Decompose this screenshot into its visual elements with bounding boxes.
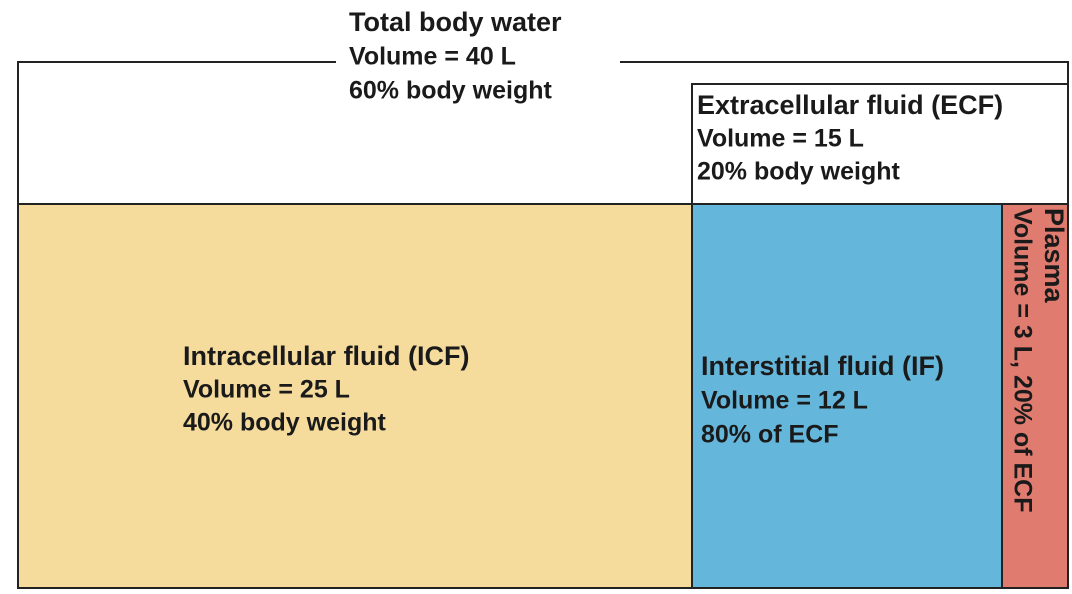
- icf-title: Intracellular fluid (ICF): [183, 341, 470, 371]
- total-volume: Volume = 40 L: [349, 43, 516, 71]
- icf-box: [17, 203, 693, 589]
- plasma-title: Plasma: [1039, 208, 1069, 304]
- icf-volume: Volume = 25 L: [183, 376, 350, 404]
- icf-percent: 40% body weight: [183, 409, 386, 437]
- plasma-detail: Volume = 3 L, 20% of ECF: [1008, 208, 1036, 512]
- total-percent: 60% body weight: [349, 77, 552, 105]
- plasma-box: [1001, 203, 1069, 589]
- if-percent: 80% of ECF: [701, 421, 839, 449]
- if-volume: Volume = 12 L: [701, 387, 868, 415]
- ecf-box: [691, 83, 1069, 205]
- ecf-title: Extracellular fluid (ECF): [697, 90, 1003, 120]
- if-box: [691, 203, 1003, 589]
- ecf-volume: Volume = 15 L: [697, 125, 864, 153]
- if-title: Interstitial fluid (IF): [701, 351, 944, 381]
- total-title: Total body water: [349, 7, 562, 37]
- ecf-percent: 20% body weight: [697, 158, 900, 186]
